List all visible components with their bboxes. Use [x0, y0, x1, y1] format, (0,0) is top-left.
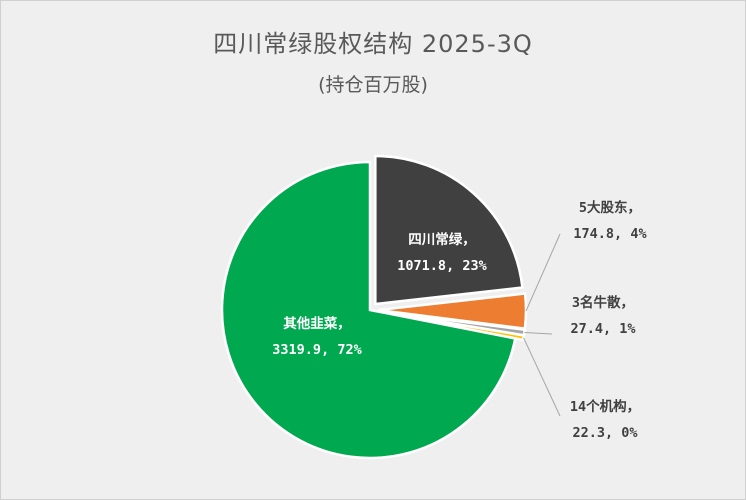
data-label-value-sichuan-changlv: 1071.8, 23% — [397, 258, 487, 274]
data-label-value-top5-holders: 174.8, 4% — [573, 226, 647, 242]
data-label-value-fourteen-institutions: 22.3, 0% — [572, 425, 638, 441]
chart-subtitle: (持仓百万股) — [318, 74, 428, 96]
data-label-name-top5-holders: 5大股东， — [579, 199, 641, 216]
data-label-name-three-investors: 3名牛散， — [572, 294, 634, 311]
pie-slice-other-retail — [220, 160, 517, 460]
data-label-name-sichuan-changlv: 四川常绿， — [408, 231, 476, 248]
data-label-name-other-retail: 其他韭菜， — [283, 315, 351, 332]
leader-line-top5-holders — [525, 233, 561, 312]
data-label-value-other-retail: 3319.9, 72% — [272, 342, 362, 358]
data-label-name-fourteen-institutions: 14个机构， — [570, 398, 640, 415]
pie-slice-sichuan-changlv — [374, 154, 524, 306]
data-label-value-three-investors: 27.4, 1% — [570, 321, 636, 337]
leader-line-three-investors — [524, 331, 553, 335]
leader-line-fourteen-institutions — [523, 337, 561, 417]
chart-title: 四川常绿股权结构 2025-3Q — [213, 30, 533, 58]
